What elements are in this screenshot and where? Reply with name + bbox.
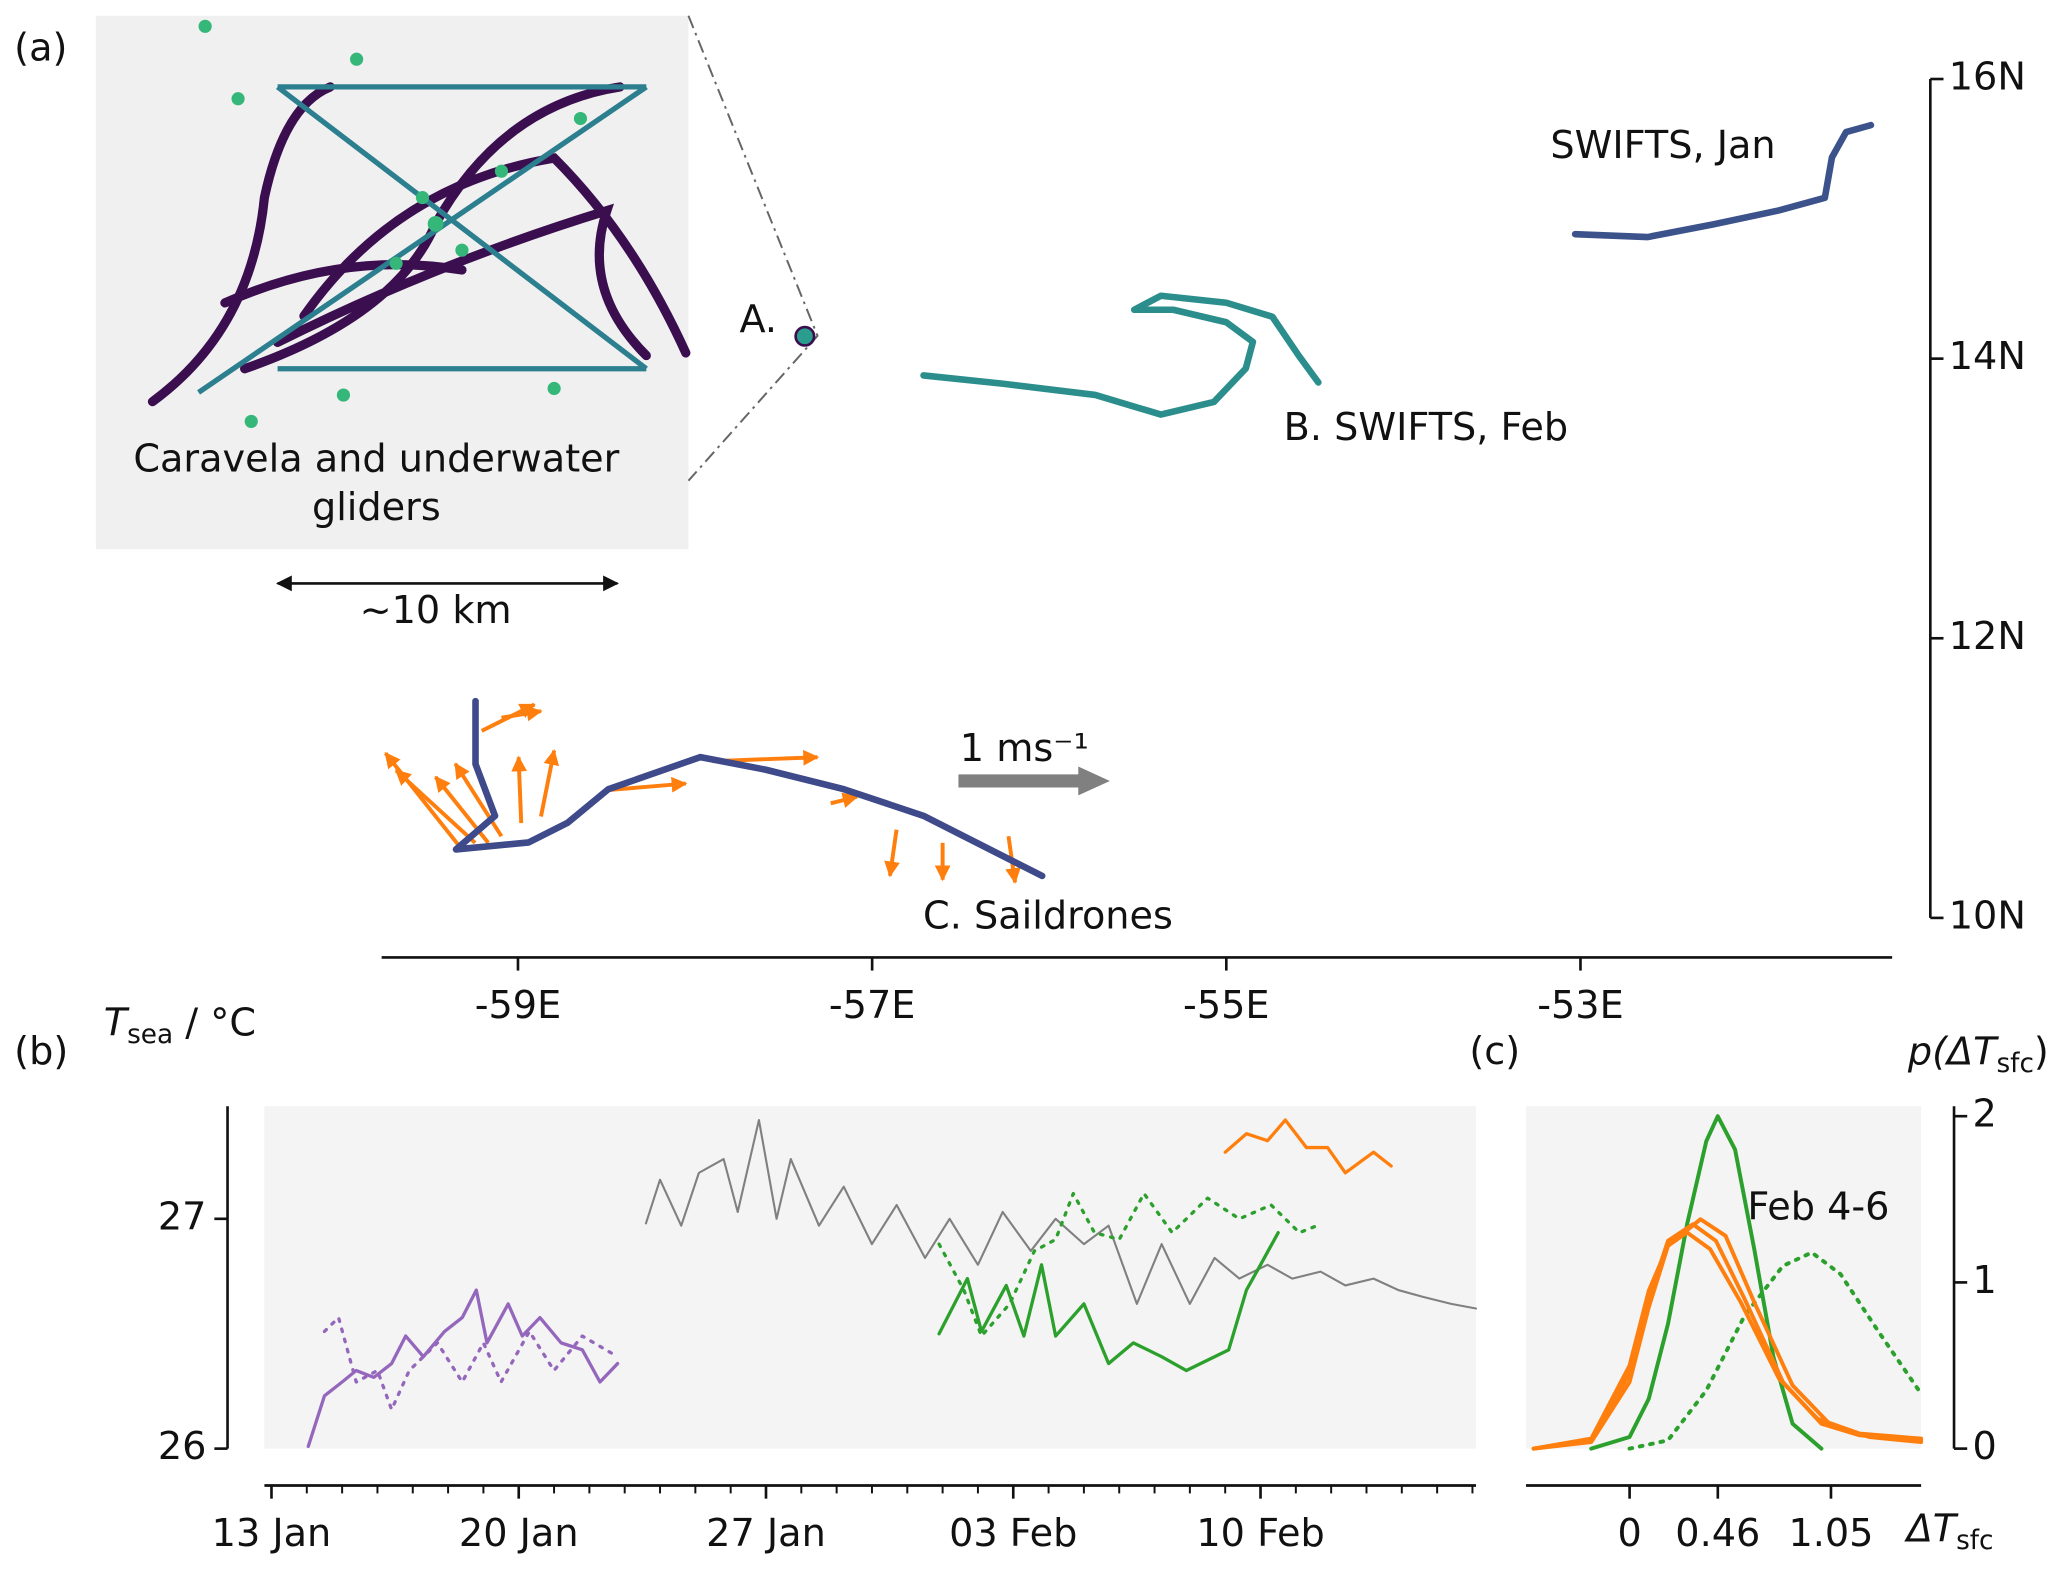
x-tick-label: 20 Jan <box>459 1512 579 1556</box>
y-axis-label-main: p(ΔT <box>1907 1030 1999 1074</box>
x-tick-label: 13 Jan <box>212 1512 332 1556</box>
x-tick-label: 27 Jan <box>706 1512 826 1556</box>
annotation: gliders <box>312 486 441 530</box>
series-line <box>1531 1230 1924 1451</box>
annotation: 1 ms⁻¹ <box>960 727 1089 771</box>
wind-vectors <box>384 702 1021 884</box>
annotation: A. <box>739 298 777 342</box>
x-tick-label: -55E <box>1183 984 1270 1028</box>
y-tick-label: 26 <box>158 1425 207 1469</box>
y-axis-label: Tsea / °C <box>104 1001 256 1050</box>
y-tick-label: 0 <box>1972 1425 1996 1469</box>
y-tick-label: 2 <box>1972 1093 1996 1137</box>
x-tick-label: -59E <box>475 984 562 1028</box>
series-line <box>1571 121 1875 241</box>
x-tick-label: 10 Feb <box>1196 1512 1324 1556</box>
y-axis-label-sub: sfc <box>1996 1049 2033 1079</box>
panel-label: (a) <box>14 27 67 71</box>
x-axis-label: ΔTsfc <box>1904 1507 1994 1556</box>
panel-label: (b) <box>14 1030 68 1074</box>
y-axis-label-after: / °C <box>173 1001 256 1045</box>
series-line <box>322 1315 620 1412</box>
series-line <box>937 1231 1280 1373</box>
panel-label: (c) <box>1469 1030 1520 1074</box>
y-axis-label-sub: sea <box>127 1020 173 1050</box>
data-point <box>794 325 816 347</box>
series-line <box>937 1191 1319 1338</box>
y-tick-label: 14N <box>1949 335 2026 379</box>
x-tick-label: 0 <box>1617 1512 1641 1556</box>
y-tick-label: 10N <box>1949 894 2026 938</box>
series-line <box>644 1118 1478 1310</box>
y-tick-label: 1 <box>1972 1259 1996 1303</box>
annotation: C. Saildrones <box>923 894 1173 938</box>
x-tick-label: -53E <box>1537 984 1624 1028</box>
annotation: Feb 4-6 <box>1747 1185 1889 1229</box>
x-tick-label: 0.46 <box>1675 1512 1760 1556</box>
series-line <box>452 697 1046 880</box>
y-axis-label: p(ΔTsfc) <box>1907 1030 2049 1079</box>
y-axis-label-main: T <box>104 1001 130 1045</box>
speed-key-arrow <box>958 766 1110 796</box>
annotation: B. SWIFTS, Feb <box>1284 406 1569 450</box>
x-axis-label-main: ΔT <box>1904 1507 1959 1551</box>
y-tick-label: 16N <box>1949 56 2026 100</box>
y-axis-label-after: ) <box>2034 1030 2049 1074</box>
annotation: ~10 km <box>360 589 512 633</box>
y-tick-label: 12N <box>1949 615 2026 659</box>
series-line <box>920 292 1322 418</box>
series-line <box>1531 1222 1924 1451</box>
series-line <box>1223 1118 1393 1175</box>
x-tick-label: 03 Feb <box>949 1512 1077 1556</box>
annotation: Caravela and underwater <box>133 437 619 481</box>
x-tick-label: 1.05 <box>1788 1512 1873 1556</box>
plot-background <box>264 1106 1476 1449</box>
y-tick-label: 27 <box>158 1195 207 1239</box>
x-axis-label-sub: sfc <box>1956 1525 1993 1555</box>
plot-background <box>1526 1106 1922 1449</box>
x-tick-label: -57E <box>829 984 916 1028</box>
annotation: SWIFTS, Jan <box>1550 124 1775 168</box>
series-line <box>306 1288 620 1449</box>
inset <box>95 15 819 592</box>
